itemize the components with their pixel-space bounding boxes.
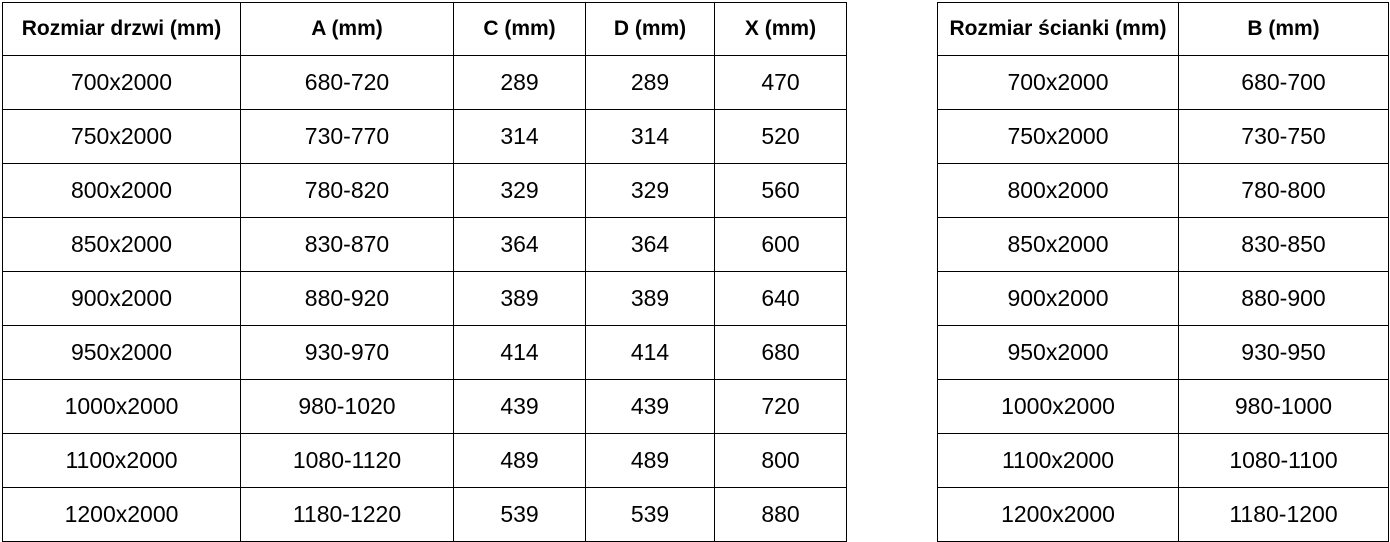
doors_table-cell-r8-c4: 880 (714, 487, 847, 542)
table-row: 800x2000 780-820 329 329 560 (2, 163, 847, 218)
doors-dimension-table: Rozmiar drzwi (mm) A (mm) C (mm) D (mm) … (2, 2, 847, 542)
doors_table-cell-r1-c4: 520 (714, 109, 847, 164)
doors_table-cell-r6-c1: 980-1020 (240, 379, 454, 434)
doors_table-cell-r5-c4: 680 (714, 325, 847, 380)
table-row: 1100x2000 1080-1120 489 489 800 (2, 433, 847, 488)
doors_table-cell-r4-c0: 900x2000 (2, 271, 241, 326)
doors_table-cell-r1-c3: 314 (585, 109, 715, 164)
table-row: 1100x2000 1080-1100 (937, 433, 1389, 488)
wall_table-cell-r0-c0: 700x2000 (937, 55, 1179, 110)
doors_table-cell-r3-c1: 830-870 (240, 217, 454, 272)
wall_table-cell-r2-c0: 800x2000 (937, 163, 1179, 218)
doors_table-cell-r2-c0: 800x2000 (2, 163, 241, 218)
doors_table-cell-r7-c0: 1100x2000 (2, 433, 241, 488)
doors_table-cell-r7-c4: 800 (714, 433, 847, 488)
doors_table-cell-r3-c3: 364 (585, 217, 715, 272)
table-row: 850x2000 830-870 364 364 600 (2, 217, 847, 272)
table-row: 750x2000 730-750 (937, 109, 1389, 164)
doors_table-cell-r2-c2: 329 (453, 163, 586, 218)
doors_table-cell-r0-c3: 289 (585, 55, 715, 110)
table-row: 1000x2000 980-1020 439 439 720 (2, 379, 847, 434)
doors_table-cell-r3-c2: 364 (453, 217, 586, 272)
doors_table-cell-r2-c1: 780-820 (240, 163, 454, 218)
wall_table-cell-r4-c1: 880-900 (1178, 271, 1389, 326)
table-row: 800x2000 780-800 (937, 163, 1389, 218)
doors-table-header-row: Rozmiar drzwi (mm) A (mm) C (mm) D (mm) … (2, 2, 847, 56)
doors_table-cell-r7-c3: 489 (585, 433, 715, 488)
doors_table-cell-r7-c1: 1080-1120 (240, 433, 454, 488)
wall_table-cell-r5-c0: 950x2000 (937, 325, 1179, 380)
doors_table-cell-r1-c1: 730-770 (240, 109, 454, 164)
wall-panel-dimension-table: Rozmiar ścianki (mm) B (mm) 700x2000 680-… (937, 2, 1389, 542)
doors_table-cell-r4-c4: 640 (714, 271, 847, 326)
doors-header-a: A (mm) (240, 2, 454, 56)
doors_table-cell-r5-c1: 930-970 (240, 325, 454, 380)
doors_table-cell-r8-c2: 539 (453, 487, 586, 542)
table-row: 850x2000 830-850 (937, 217, 1389, 272)
table-row: 900x2000 880-920 389 389 640 (2, 271, 847, 326)
wall_table-cell-r3-c0: 850x2000 (937, 217, 1179, 272)
wall_table-cell-r6-c1: 980-1000 (1178, 379, 1389, 434)
doors_table-cell-r1-c0: 750x2000 (2, 109, 241, 164)
doors_table-cell-r5-c0: 950x2000 (2, 325, 241, 380)
doors_table-cell-r8-c1: 1180-1220 (240, 487, 454, 542)
doors_table-cell-r2-c4: 560 (714, 163, 847, 218)
doors_table-cell-r8-c0: 1200x2000 (2, 487, 241, 542)
doors_table-cell-r0-c4: 470 (714, 55, 847, 110)
doors_table-cell-r6-c4: 720 (714, 379, 847, 434)
doors_table-cell-r4-c1: 880-920 (240, 271, 454, 326)
wall_table-cell-r8-c1: 1180-1200 (1178, 487, 1389, 542)
wall_table-cell-r1-c1: 730-750 (1178, 109, 1389, 164)
doors_table-cell-r1-c2: 314 (453, 109, 586, 164)
doors_table-cell-r5-c2: 414 (453, 325, 586, 380)
table-row: 1200x2000 1180-1200 (937, 487, 1389, 542)
doors_table-cell-r0-c2: 289 (453, 55, 586, 110)
wall_table-cell-r4-c0: 900x2000 (937, 271, 1179, 326)
wall_table-cell-r2-c1: 780-800 (1178, 163, 1389, 218)
wall_table-cell-r8-c0: 1200x2000 (937, 487, 1179, 542)
doors-header-d: D (mm) (585, 2, 715, 56)
doors_table-cell-r6-c3: 439 (585, 379, 715, 434)
wall_table-cell-r0-c1: 680-700 (1178, 55, 1389, 110)
table-row: 1200x2000 1180-1220 539 539 880 (2, 487, 847, 542)
wall-table-header-row: Rozmiar ścianki (mm) B (mm) (937, 2, 1389, 56)
doors-header-c: C (mm) (453, 2, 586, 56)
doors_table-cell-r0-c1: 680-720 (240, 55, 454, 110)
doors_table-cell-r3-c0: 850x2000 (2, 217, 241, 272)
doors-header-size: Rozmiar drzwi (mm) (2, 2, 241, 56)
doors_table-cell-r6-c2: 439 (453, 379, 586, 434)
table-row: 750x2000 730-770 314 314 520 (2, 109, 847, 164)
doors_table-cell-r4-c2: 389 (453, 271, 586, 326)
wall_table-cell-r7-c1: 1080-1100 (1178, 433, 1389, 488)
doors_table-cell-r0-c0: 700x2000 (2, 55, 241, 110)
wall_table-cell-r1-c0: 750x2000 (937, 109, 1179, 164)
doors_table-cell-r8-c3: 539 (585, 487, 715, 542)
wall-header-b: B (mm) (1178, 2, 1389, 56)
table-row: 950x2000 930-950 (937, 325, 1389, 380)
doors-header-x: X (mm) (714, 2, 847, 56)
wall_table-cell-r3-c1: 830-850 (1178, 217, 1389, 272)
doors_table-cell-r3-c4: 600 (714, 217, 847, 272)
doors_table-cell-r6-c0: 1000x2000 (2, 379, 241, 434)
table-row: 1000x2000 980-1000 (937, 379, 1389, 434)
table-row: 700x2000 680-700 (937, 55, 1389, 110)
doors_table-cell-r5-c3: 414 (585, 325, 715, 380)
doors_table-cell-r2-c3: 329 (585, 163, 715, 218)
doors_table-cell-r7-c2: 489 (453, 433, 586, 488)
doors_table-cell-r4-c3: 389 (585, 271, 715, 326)
wall_table-cell-r6-c0: 1000x2000 (937, 379, 1179, 434)
wall-header-size: Rozmiar ścianki (mm) (937, 2, 1179, 56)
table-row: 950x2000 930-970 414 414 680 (2, 325, 847, 380)
wall_table-cell-r5-c1: 930-950 (1178, 325, 1389, 380)
table-row: 700x2000 680-720 289 289 470 (2, 55, 847, 110)
wall_table-cell-r7-c0: 1100x2000 (937, 433, 1179, 488)
table-row: 900x2000 880-900 (937, 271, 1389, 326)
